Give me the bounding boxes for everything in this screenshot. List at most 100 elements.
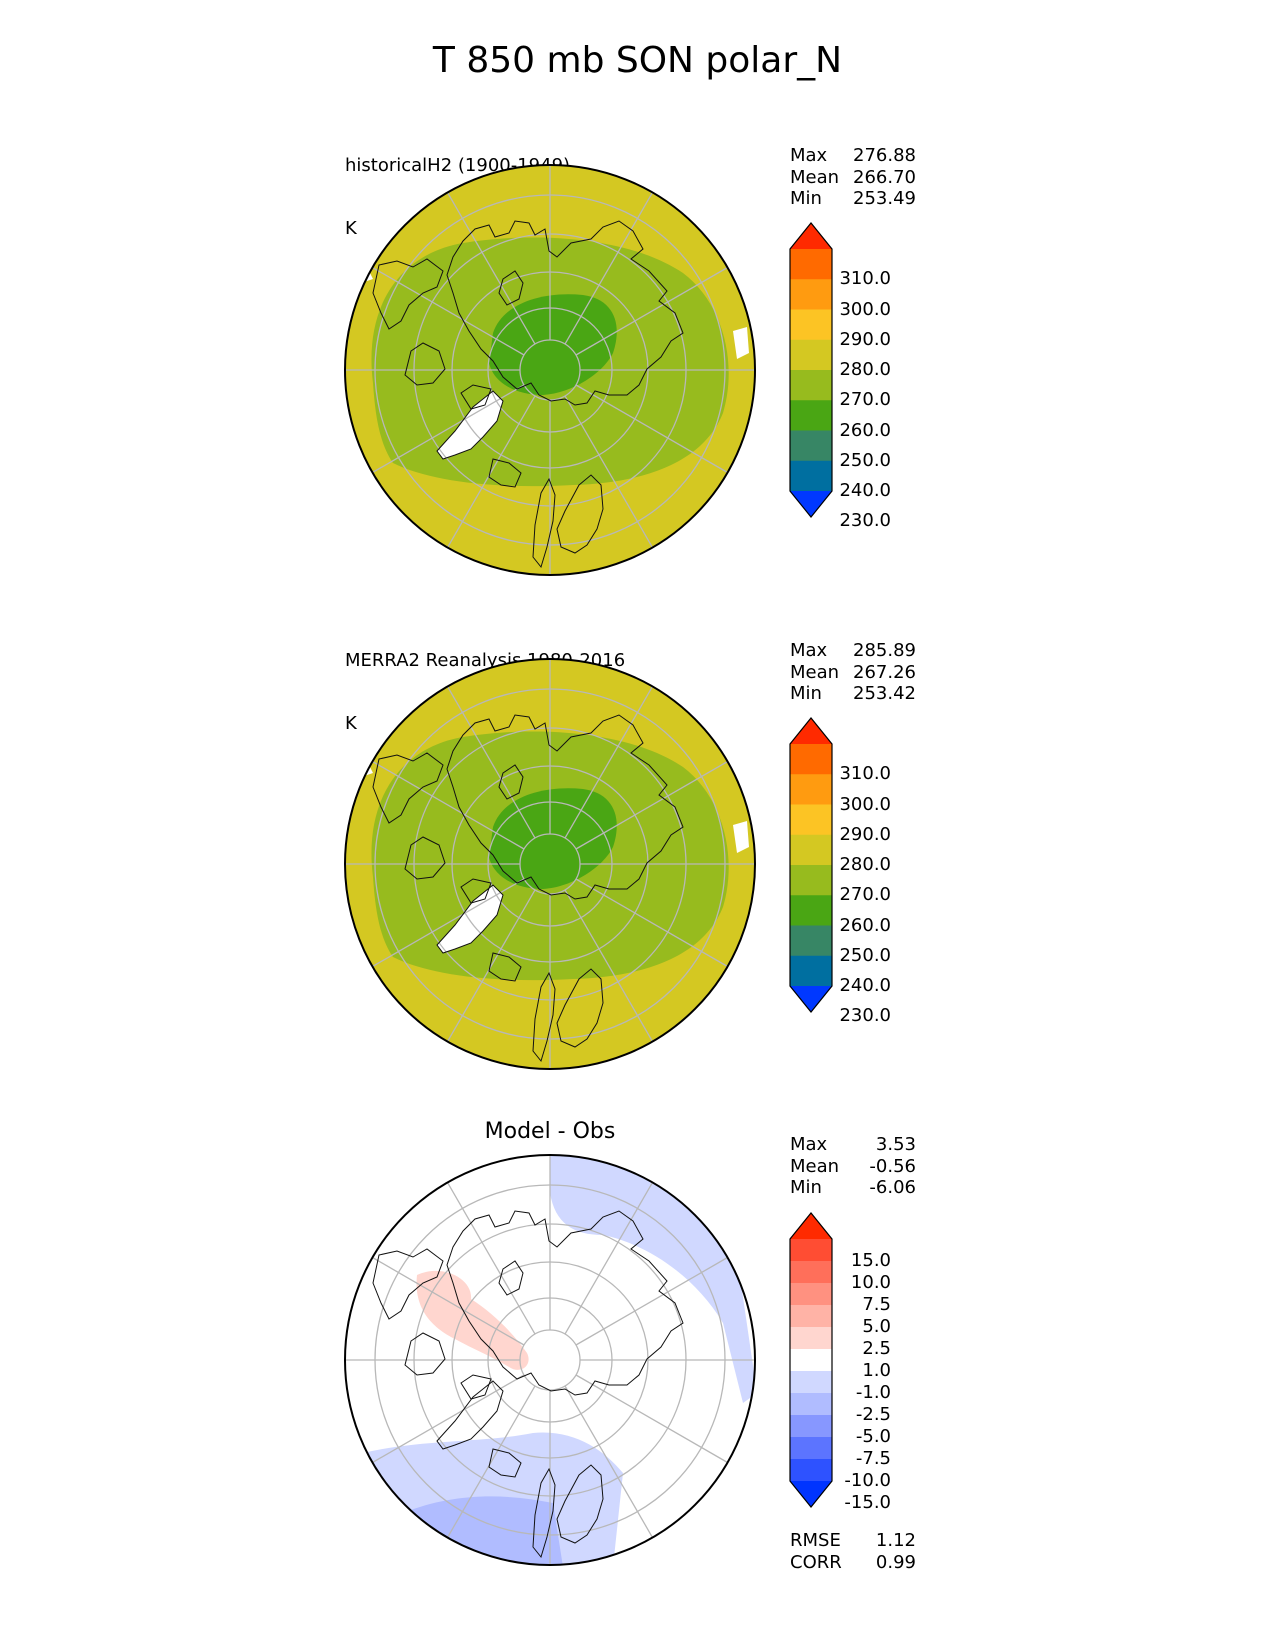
panel-3-colorbar-bin bbox=[790, 1305, 832, 1328]
panel-1-meridian-line bbox=[372, 384, 525, 474]
panel-1-colorbar-tick-label: 250.0 bbox=[839, 449, 891, 471]
panel-3-coastline bbox=[498, 1260, 524, 1296]
panel-2-colorbar bbox=[789, 717, 833, 1013]
panel-3-meridian-line bbox=[575, 1256, 728, 1346]
panel-3-colorbar-bin bbox=[790, 1415, 832, 1438]
panel-3-colorbar-outline bbox=[789, 1212, 833, 1508]
panel-2-stat-mean: Mean 267.26 bbox=[790, 661, 916, 683]
panel-3-coastline bbox=[372, 1248, 444, 1320]
panel-3-graticule bbox=[345, 1155, 755, 1565]
panel-1-coastline bbox=[436, 390, 504, 460]
panel-1-colorbar-tick-label: 280.0 bbox=[839, 359, 891, 380]
panel-3-meridian-line bbox=[575, 1374, 728, 1464]
panel-1-colorbar-bin bbox=[790, 400, 832, 432]
panel-3-strong-negative-anomaly-region bbox=[403, 1496, 563, 1565]
panel-2-missing-data-area bbox=[437, 885, 503, 953]
panel-1-colorbar-tick-label: 290.0 bbox=[839, 328, 891, 350]
panel-1-missing-data-area bbox=[437, 391, 503, 459]
panel-1-colorbar-bin bbox=[790, 249, 832, 280]
panel-1-meridian-line bbox=[446, 192, 536, 345]
panel-3-colorbar-bin bbox=[790, 1283, 832, 1306]
panel-2-units: K bbox=[345, 713, 357, 734]
panel-1-colorbar-tick-label: 310.0 bbox=[839, 268, 891, 290]
panel-3-colorbar-tick-label: 10.0 bbox=[850, 1272, 891, 1293]
panel-2-colorbar-tick-label: 270.0 bbox=[839, 884, 891, 906]
panel-3-stat-mean: Mean -0.56 bbox=[790, 1155, 916, 1177]
panel-1-stat-min: Min 253.49 bbox=[790, 188, 916, 209]
panel-1-meridian-line bbox=[564, 395, 654, 548]
panel-2-colorbar-outline bbox=[789, 717, 833, 1013]
panel-3-colorbar-bin bbox=[790, 1459, 832, 1482]
panel-2-coastline bbox=[446, 714, 684, 900]
panel-2-colorbar-tick-label: 290.0 bbox=[839, 823, 891, 845]
panel-2-meridian-line bbox=[446, 686, 536, 839]
panel-3-map-boundary bbox=[344, 1154, 756, 1566]
panel-1-coastline bbox=[460, 384, 492, 410]
panel-3-colorbar-tick-label: 2.5 bbox=[862, 1338, 891, 1359]
panel-1-colorbar-outline bbox=[789, 222, 833, 518]
panel-1-coastline bbox=[532, 477, 556, 569]
panel-2-colorbar-bin bbox=[790, 774, 832, 806]
corr-metric: CORR 0.99 bbox=[790, 1551, 916, 1573]
panel-1-colorbar-bin bbox=[790, 430, 832, 462]
panel-2-coastline bbox=[488, 952, 522, 982]
panel-2-colorbar-bin bbox=[790, 744, 832, 775]
panel-3-polar-map bbox=[344, 1154, 756, 1566]
panel-3-meridian-line bbox=[564, 1182, 654, 1335]
panel-2-meridian-line bbox=[446, 889, 536, 1042]
panel-3-negative-anomaly-region bbox=[550, 1155, 755, 1403]
panel-2-meridian-line bbox=[575, 878, 728, 968]
panel-2-coastline bbox=[372, 752, 444, 824]
panel-2-graticule bbox=[345, 659, 755, 1069]
panel-3-colorbar-extend-min bbox=[790, 1481, 832, 1507]
panel-1-colorbar-bin bbox=[790, 339, 832, 371]
panel-1-colorbar-bin bbox=[790, 460, 832, 492]
panel-1-colorbar-tick-label: 300.0 bbox=[839, 298, 891, 320]
panel-1-colorbar-extend-min bbox=[790, 491, 832, 517]
panel-2-stats: Max 285.89 Mean 267.26 Min 253.42 bbox=[790, 640, 916, 705]
panel-3-colorbar-tick-label: -15.0 bbox=[844, 1492, 891, 1513]
panel-3-colorbar-tick-label: -10.0 bbox=[844, 1470, 891, 1491]
panel-2-colorbar-bin bbox=[790, 865, 832, 896]
panel-1-graticule bbox=[345, 165, 755, 575]
panel-1-coastline bbox=[404, 342, 446, 386]
panel-1-stats: Max 276.88 Mean 266.70 Min 253.49 bbox=[790, 145, 916, 210]
rmse-metric: RMSE 1.12 bbox=[790, 1530, 916, 1551]
panel-3-meridian-line bbox=[446, 1182, 536, 1335]
panel-1-polar-map bbox=[344, 164, 756, 576]
panel-1-colorbar-tick-label: 260.0 bbox=[839, 419, 891, 441]
panel-2-colorbar-extend-min bbox=[790, 986, 832, 1012]
panel-1-meridian-line bbox=[564, 192, 654, 345]
panel-2-polar-map bbox=[344, 658, 756, 1070]
panel-1-stat-mean: Mean 266.70 bbox=[790, 166, 916, 188]
panel-3-coastline bbox=[488, 1448, 522, 1478]
panel-2-coastline bbox=[436, 884, 504, 954]
panel-1-meridian-line bbox=[446, 395, 536, 548]
panel-1-colorbar-bin bbox=[790, 370, 832, 401]
panel-3-meridian-line bbox=[372, 1374, 525, 1464]
panel-1-coastline bbox=[488, 458, 522, 488]
panel-2-colorbar-bin bbox=[790, 895, 832, 927]
panel-1-colorbar-bin bbox=[790, 309, 832, 341]
panel-1-coastlines bbox=[372, 220, 684, 569]
panel-3-colorbar-extend-max bbox=[790, 1213, 832, 1239]
panel-1-colorbar-tick-label: 230.0 bbox=[839, 510, 891, 532]
panel-3-colorbar bbox=[789, 1212, 833, 1508]
panel-3-stat-min: Min -6.06 bbox=[790, 1177, 916, 1198]
panel-3-metrics: RMSE 1.12 CORR 0.99 bbox=[790, 1530, 916, 1573]
panel-3-colorbar-bin bbox=[790, 1327, 832, 1350]
panel-2-map-boundary bbox=[344, 658, 756, 1070]
panel-1-colorbar-bin bbox=[790, 279, 832, 311]
panel-2-coastline bbox=[532, 971, 556, 1063]
panel-1-coastline bbox=[556, 474, 604, 554]
panel-2-stat-min: Min 253.42 bbox=[790, 683, 916, 704]
figure-title: T 850 mb SON polar_N bbox=[432, 40, 843, 81]
panel-3-colorbar-bin bbox=[790, 1437, 832, 1460]
panel-1-colorbar-tick-label: 270.0 bbox=[839, 389, 891, 411]
panel-3-colorbar-bin bbox=[790, 1393, 832, 1416]
panel-1-units: K bbox=[345, 218, 357, 239]
panel-3-stat-max: Max 3.53 bbox=[790, 1134, 916, 1155]
panel-3-coastline bbox=[446, 1210, 684, 1396]
panel-3-meridian-line bbox=[372, 1256, 525, 1346]
panel-2-colorbar-tick-label: 300.0 bbox=[839, 793, 891, 815]
